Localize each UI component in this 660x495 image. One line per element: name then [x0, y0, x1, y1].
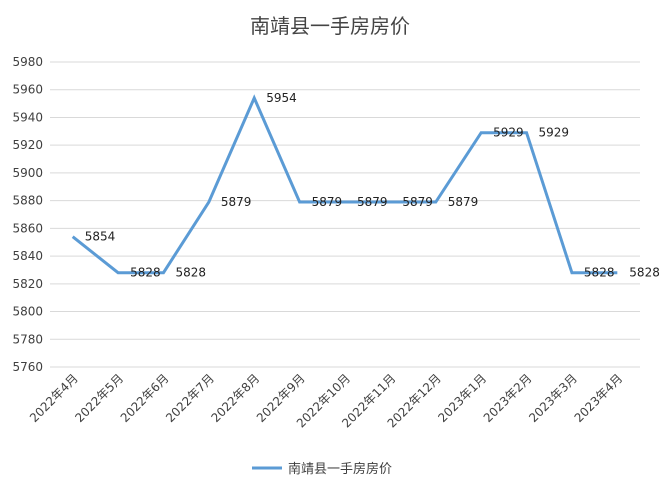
- legend-label: 南靖县一手房房价: [288, 461, 392, 477]
- data-label: 5879: [402, 195, 433, 209]
- data-label: 5828: [175, 266, 206, 280]
- x-tick-label: 2022年5月: [72, 371, 126, 425]
- data-label: 5929: [493, 126, 524, 140]
- y-tick-label: 5800: [12, 305, 43, 319]
- y-tick-label: 5860: [12, 221, 43, 235]
- data-label: 5854: [85, 230, 116, 244]
- gridlines: [50, 61, 640, 368]
- data-label: 5828: [584, 266, 615, 280]
- x-axis-ticks: 2022年4月2022年5月2022年6月2022年7月2022年8月2022年…: [27, 371, 625, 430]
- data-label: 5879: [221, 195, 252, 209]
- y-axis-ticks: 5760 5780 5800 5820 5840 5860 5880 5900 5920 5940…: [12, 55, 43, 374]
- legend: 南靖县一手房房价: [252, 461, 392, 477]
- data-label: 5879: [448, 195, 479, 209]
- x-tick-label: 2022年8月: [208, 371, 262, 425]
- data-labels: 5854 5828 5828 5879 5954 5879 5879 5879 5879 5929…: [85, 91, 660, 280]
- data-label: 5828: [629, 266, 660, 280]
- x-tick-label: 2023年3月: [526, 371, 580, 425]
- y-tick-label: 5940: [12, 110, 43, 124]
- x-tick-label: 2022年6月: [118, 371, 172, 425]
- series-group: [71, 94, 618, 275]
- data-label: 5954: [266, 91, 297, 105]
- y-tick-label: 5780: [12, 332, 43, 346]
- y-tick-label: 5960: [12, 83, 43, 97]
- x-tick-label: 2022年7月: [163, 371, 217, 425]
- x-tick-label: 2023年1月: [435, 371, 489, 425]
- y-tick-label: 5920: [12, 138, 43, 152]
- data-label: 5828: [130, 266, 161, 280]
- y-tick-label: 5760: [12, 360, 43, 374]
- chart-title: 南靖县一手房房价: [250, 14, 410, 38]
- y-tick-label: 5900: [12, 166, 43, 180]
- y-tick-label: 5980: [12, 55, 43, 69]
- data-label: 5929: [539, 126, 570, 140]
- y-tick-label: 5880: [12, 194, 43, 208]
- y-tick-label: 5840: [12, 249, 43, 263]
- x-tick-label: 2023年2月: [481, 371, 535, 425]
- data-label: 5879: [312, 195, 343, 209]
- x-tick-label: 2023年4月: [572, 371, 626, 425]
- data-label: 5879: [357, 195, 388, 209]
- y-tick-label: 5820: [12, 277, 43, 291]
- series-line: [71, 94, 618, 275]
